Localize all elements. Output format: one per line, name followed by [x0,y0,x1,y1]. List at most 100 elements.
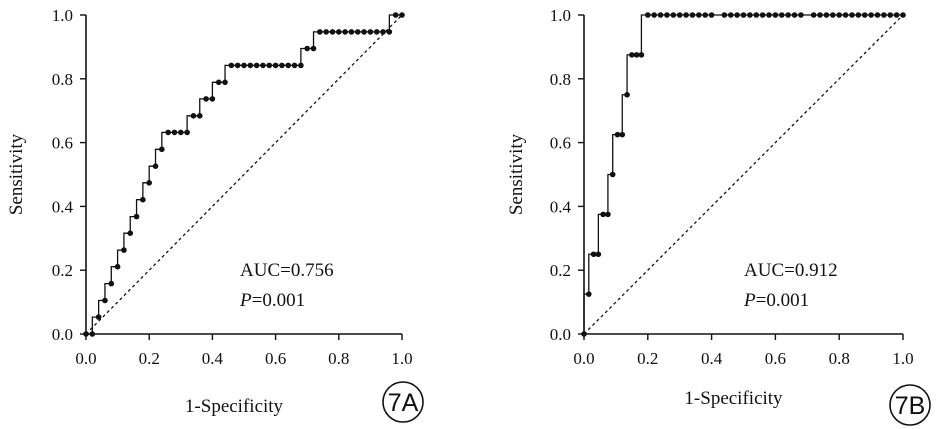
roc-point [266,62,273,69]
roc-point [121,247,127,253]
x-tick-label: 0.6 [265,349,286,368]
roc-point [127,230,134,236]
p-value-number: =0.001 [252,290,305,311]
roc-point [133,213,140,220]
roc-point [590,251,597,258]
roc-point [209,96,216,102]
roc-point [624,91,630,98]
roc-point [651,12,657,18]
roc-point [367,29,374,35]
p-value-annotation: P=0.001 [743,290,809,311]
roc-point [373,29,380,35]
roc-point [900,12,906,18]
y-tick-label: 1.0 [52,6,73,25]
chart-panel-b: 0.00.0 0.2 0.2 0.4 0.4 0.6 0.6 0.8 0.8 1.0 1.0 1-Sp… [506,6,931,426]
roc-point [354,29,361,35]
roc-point [298,62,304,69]
roc-point [253,62,260,69]
roc-point [190,113,197,119]
roc-point [392,12,399,18]
x-tick-label: 0.2 [139,349,160,368]
roc-point [114,263,121,270]
roc-point [336,29,342,35]
roc-point [95,314,102,320]
roc-curve-line [86,14,402,335]
roc-point [291,62,298,69]
roc-point [753,12,760,18]
roc-point [614,131,621,138]
x-tick-label: 0.4 [701,349,723,368]
roc-point [740,12,747,18]
roc-point [399,12,405,18]
roc-point [734,12,740,18]
roc-point [228,62,235,69]
x-tick-label: 1.0 [892,349,913,368]
y-tick-label: 0.2 [52,261,73,280]
reference-diagonal-line [583,14,904,335]
roc-point [664,12,670,18]
panel-label: 7A [388,389,419,417]
roc-point [361,29,367,35]
roc-point [817,12,823,18]
roc-point [272,62,279,69]
roc-point [683,12,689,18]
roc-point [260,62,266,69]
roc-point [595,251,602,258]
p-value-number: =0.001 [756,290,809,311]
roc-point [585,291,592,297]
x-tick-label: 0.8 [328,349,349,368]
x-tick-label: 0.8 [829,349,850,368]
y-tick-label: 0.0 [52,325,73,344]
x-tick-label: 0.0 [75,349,96,368]
roc-point [348,29,355,35]
roc-point [708,12,715,18]
panel-label: 7B [895,392,926,420]
roc-point [861,12,868,18]
roc-point [581,331,587,337]
y-tick-label: 1.0 [550,6,571,25]
y-tick-label: 0.0 [550,325,571,344]
x-axis-title: 1-Specificity [185,396,284,417]
roc-point [670,12,677,18]
roc-point [234,62,241,69]
roc-point [89,331,96,337]
roc-point [638,52,645,58]
reference-diagonal-line [85,14,403,335]
y-axis-title: Sensitivity [6,133,27,215]
p-value-annotation: P=0.001 [239,290,305,311]
roc-point [140,196,146,203]
p-value-symbol: P [743,290,756,311]
roc-point [605,211,611,218]
roc-point [791,12,798,18]
roc-point [203,96,209,102]
x-axis-title: 1-Specificity [684,388,783,409]
roc-point [184,129,190,136]
roc-point [893,12,900,18]
roc-point [380,29,386,35]
roc-point [721,12,728,18]
roc-point [609,171,616,178]
auc-annotation: AUC=0.756 [240,260,334,281]
panel-label-circle [382,381,424,423]
roc-point [887,12,894,18]
roc-point [285,62,292,69]
roc-point [279,62,285,69]
roc-point [629,52,635,58]
roc-point [241,62,247,69]
roc-point [310,45,317,52]
roc-point [323,29,329,35]
roc-point [108,280,115,287]
y-tick-label: 0.8 [52,70,73,89]
roc-point [329,29,336,35]
roc-point [386,29,393,35]
roc-point [702,12,709,18]
roc-point [342,29,348,35]
roc-point [830,12,836,18]
roc-point [747,12,753,18]
y-tick-label: 0.6 [550,134,571,153]
roc-point [196,113,203,119]
roc-point [766,12,772,18]
x-tick-label: 0.6 [765,349,786,368]
roc-point [798,12,804,18]
